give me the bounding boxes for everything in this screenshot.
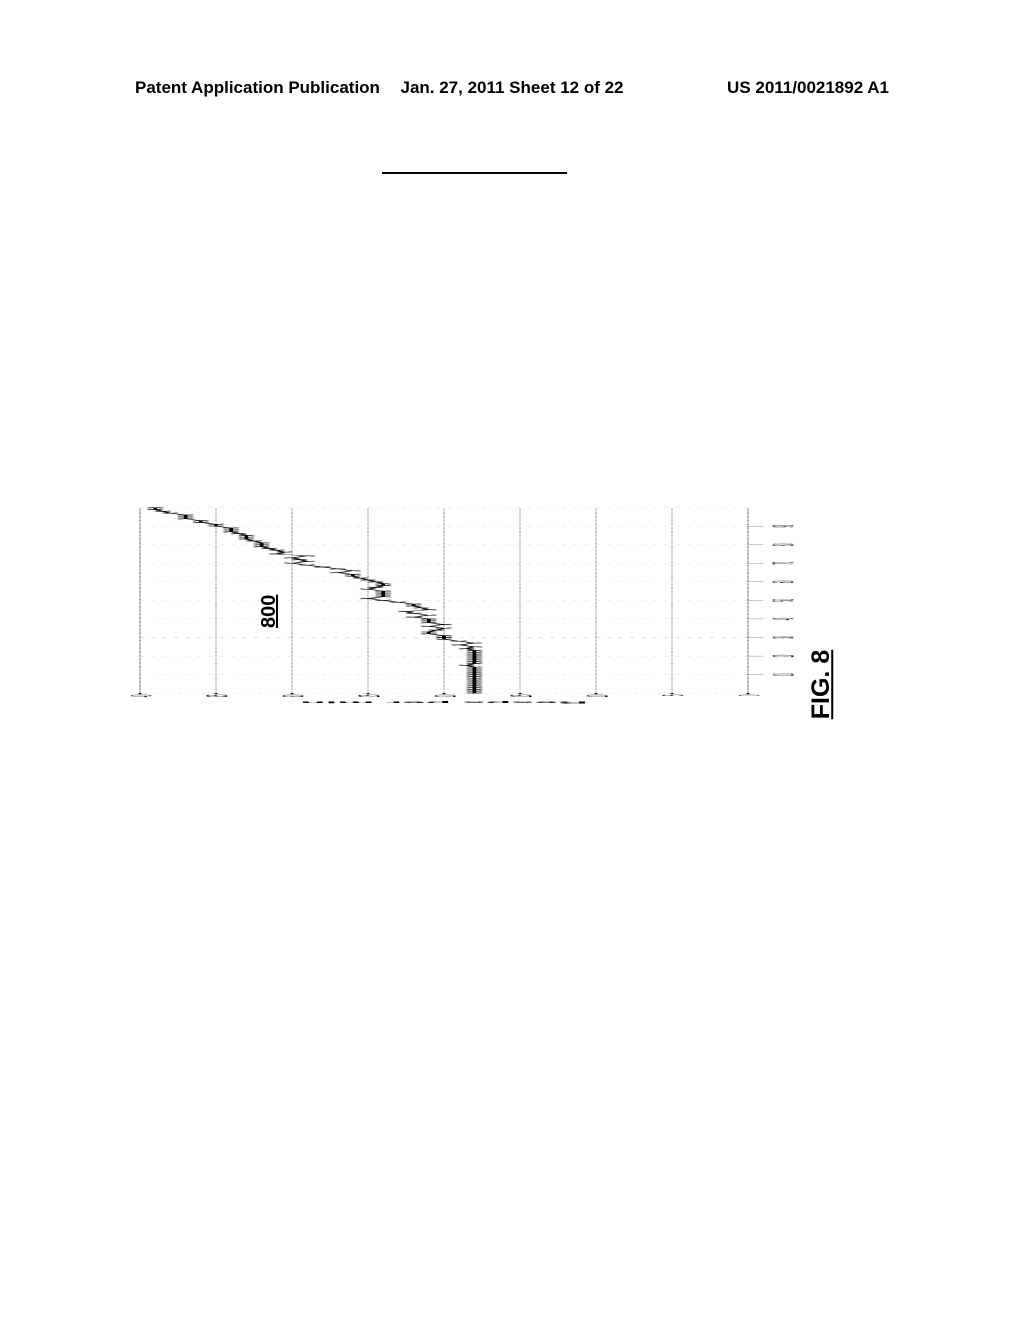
svg-text:50: 50 (767, 599, 801, 601)
line-chart: 0 5 10 15 20 25 30 35 40 10 20 30 40 50 60 70 80 90 Resps … (102, 505, 862, 705)
legend-line (382, 172, 567, 174)
svg-text:5: 5 (657, 695, 691, 696)
header-right: US 2011/0021892 A1 (727, 78, 889, 98)
svg-text:40: 40 (125, 695, 159, 697)
svg-text:70: 70 (767, 562, 801, 564)
svg-text:90: 90 (767, 525, 801, 527)
svg-text:20: 20 (767, 655, 801, 657)
page-header: Patent Application Publication Jan. 27, … (0, 78, 1024, 98)
svg-text:0: 0 (733, 695, 767, 696)
header-left: Patent Application Publication (135, 78, 380, 98)
svg-text:60: 60 (767, 581, 801, 583)
svg-text:35: 35 (201, 695, 235, 697)
svg-text:40: 40 (767, 618, 801, 620)
svg-text:10: 10 (767, 673, 801, 675)
svg-text:30: 30 (767, 636, 801, 638)
svg-text:20: 20 (429, 695, 463, 697)
svg-text:80: 80 (767, 544, 801, 546)
svg-text:Resps per min: Resps per min (300, 701, 588, 704)
header-center: Jan. 27, 2011 Sheet 12 of 22 (400, 78, 623, 98)
svg-text:10: 10 (581, 695, 615, 697)
svg-text:25: 25 (353, 695, 387, 697)
svg-text:30: 30 (277, 695, 311, 697)
svg-text:15: 15 (505, 695, 539, 697)
chart-container: 0 5 10 15 20 25 30 35 40 10 20 30 40 50 60 70 80 90 Resps … (102, 505, 862, 705)
